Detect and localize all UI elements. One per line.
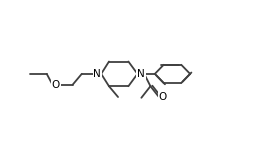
Text: O: O: [159, 92, 167, 102]
Text: N: N: [137, 69, 145, 79]
Text: N: N: [94, 69, 101, 79]
Text: O: O: [52, 80, 60, 90]
